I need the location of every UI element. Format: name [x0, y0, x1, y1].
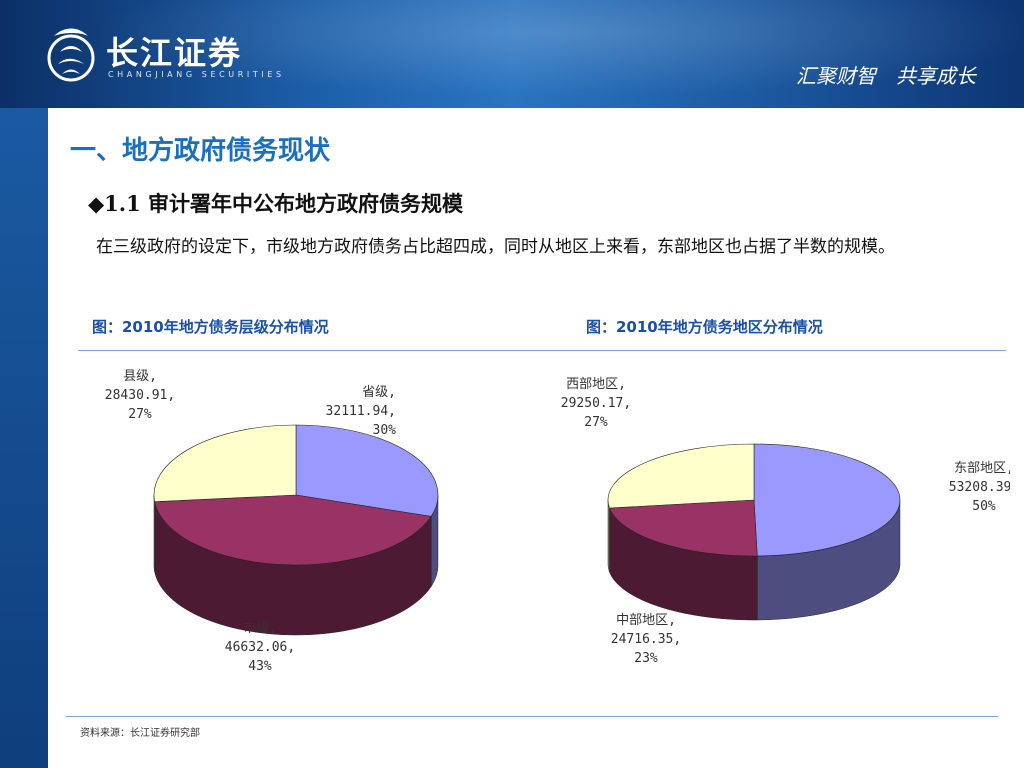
slogan: 汇聚财智 共享成长	[796, 64, 976, 88]
left-sidebar-bar	[0, 108, 48, 768]
pie-data-label-2: 县级, 28430.91, 27%	[105, 369, 175, 422]
pie-slice-1	[609, 499, 758, 557]
dragon-logo-icon	[47, 28, 95, 82]
logo-english-name: CHANGJIANG SECURITIES	[108, 70, 285, 79]
company-logo: 长江证券 CHANGJIANG SECURITIES	[44, 22, 284, 88]
pie-data-label-1: 市级, 46632.06, 43%	[225, 620, 295, 674]
body-paragraph: 在三级政府的设定下，市级地方政府债务占比超四成，同时从地区上来看，东部地区也占据…	[96, 237, 895, 257]
header-banner: 长江证券 CHANGJIANG SECURITIES 汇聚财智 共享成长	[0, 0, 1024, 108]
logo-chinese-name: 长江证券	[106, 34, 243, 72]
pie-slice-0	[295, 424, 439, 517]
footer-divider	[66, 716, 998, 717]
caption-divider	[78, 350, 1006, 351]
header-glow	[0, 0, 1024, 108]
pie-data-label-0: 省级, 32111.94, 30%	[326, 385, 397, 438]
level-distribution-pie-chart: 省级, 32111.94, 30% 市级, 46632.06, 43% 县级, 28430.9…	[105, 369, 439, 674]
pie-data-label-1: 中部地区, 24716.35, 23%	[611, 613, 681, 666]
source-note: 资料来源：长江证券研究部	[80, 728, 200, 739]
pie-slice-1	[154, 494, 432, 566]
pie-side-walls	[607, 500, 901, 621]
pie-slice-2	[607, 443, 755, 509]
pie-side-walls	[153, 495, 439, 636]
pie-slice-0	[753, 443, 901, 557]
section-subtitle: ◆1.1 审计署年中公布地方政府债务规模	[88, 191, 463, 216]
region-distribution-pie-chart: 东部地区,53208.39,50% 中部地区,24716.35,23% 西部地区,2…	[561, 377, 1010, 666]
pie-slice-side-2	[607, 500, 610, 573]
pie-data-label-0: 东部地区,53208.39,50%	[949, 461, 1010, 514]
pie-slice-2	[153, 424, 297, 503]
pie-slice-side-2	[153, 495, 155, 572]
right-figure-caption: 图：2010年地方债务地区分布情况	[586, 318, 823, 336]
pie-data-label-2: 西部地区, 29250.17, 27%	[561, 377, 631, 430]
page-title: 一、地方政府债务现状	[70, 136, 331, 166]
left-figure-caption: 图：2010年地方债务层级分布情况	[92, 318, 329, 336]
